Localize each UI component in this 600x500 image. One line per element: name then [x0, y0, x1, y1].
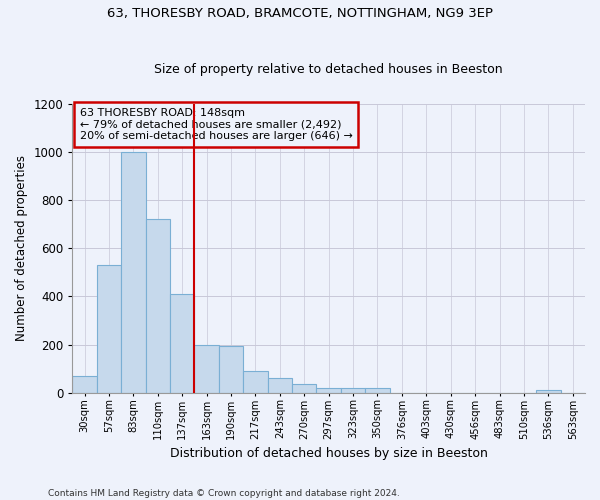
Bar	[365, 388, 389, 392]
Text: 63 THORESBY ROAD: 148sqm
← 79% of detached houses are smaller (2,492)
20% of sem: 63 THORESBY ROAD: 148sqm ← 79% of detach…	[80, 108, 353, 141]
Bar	[292, 384, 316, 392]
Bar	[341, 388, 365, 392]
Bar	[73, 376, 97, 392]
X-axis label: Distribution of detached houses by size in Beeston: Distribution of detached houses by size …	[170, 447, 488, 460]
Title: Size of property relative to detached houses in Beeston: Size of property relative to detached ho…	[154, 63, 503, 76]
Bar	[146, 219, 170, 392]
Bar	[97, 265, 121, 392]
Bar	[536, 390, 560, 392]
Y-axis label: Number of detached properties: Number of detached properties	[15, 155, 28, 341]
Bar	[170, 294, 194, 392]
Text: Contains HM Land Registry data © Crown copyright and database right 2024.: Contains HM Land Registry data © Crown c…	[48, 488, 400, 498]
Text: 63, THORESBY ROAD, BRAMCOTE, NOTTINGHAM, NG9 3EP: 63, THORESBY ROAD, BRAMCOTE, NOTTINGHAM,…	[107, 8, 493, 20]
Bar	[243, 371, 268, 392]
Bar	[121, 152, 146, 392]
Bar	[194, 344, 219, 393]
Bar	[268, 378, 292, 392]
Bar	[219, 346, 243, 393]
Bar	[316, 388, 341, 392]
